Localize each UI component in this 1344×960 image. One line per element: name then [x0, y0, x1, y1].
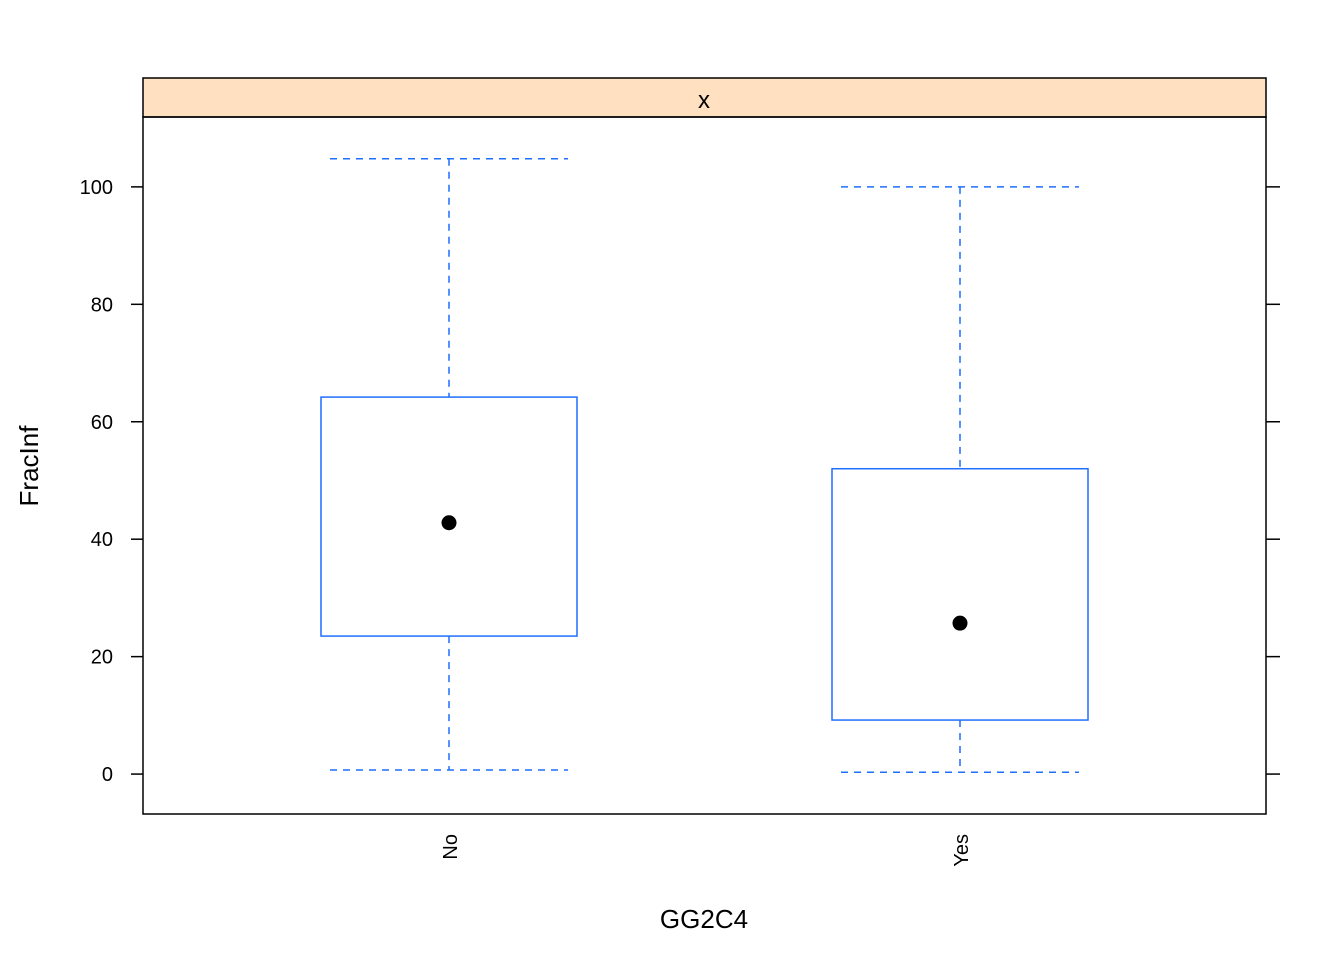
- box-no: [320, 157, 578, 771]
- y-axis-label: FracInf: [14, 425, 44, 507]
- iqr-box: [831, 467, 1089, 721]
- y-tick-label: 40: [91, 529, 113, 551]
- median-dot: [952, 615, 968, 631]
- y-tick-label: 20: [91, 647, 113, 669]
- y-tick-label: 60: [91, 412, 113, 434]
- x-tick-label: Yes: [951, 834, 973, 867]
- x-tick-label: No: [440, 834, 462, 860]
- x-axis-label: GG2C4: [660, 904, 748, 934]
- y-tick-label: 0: [102, 764, 113, 786]
- box-yes: [831, 186, 1089, 774]
- median-dot: [441, 515, 457, 531]
- strip-background: [142, 77, 1267, 118]
- y-tick-label: 100: [80, 177, 113, 199]
- iqr-box: [320, 396, 578, 637]
- panel-frame: [142, 116, 1267, 815]
- y-tick-label: 80: [91, 294, 113, 316]
- strip-label: x: [698, 87, 710, 114]
